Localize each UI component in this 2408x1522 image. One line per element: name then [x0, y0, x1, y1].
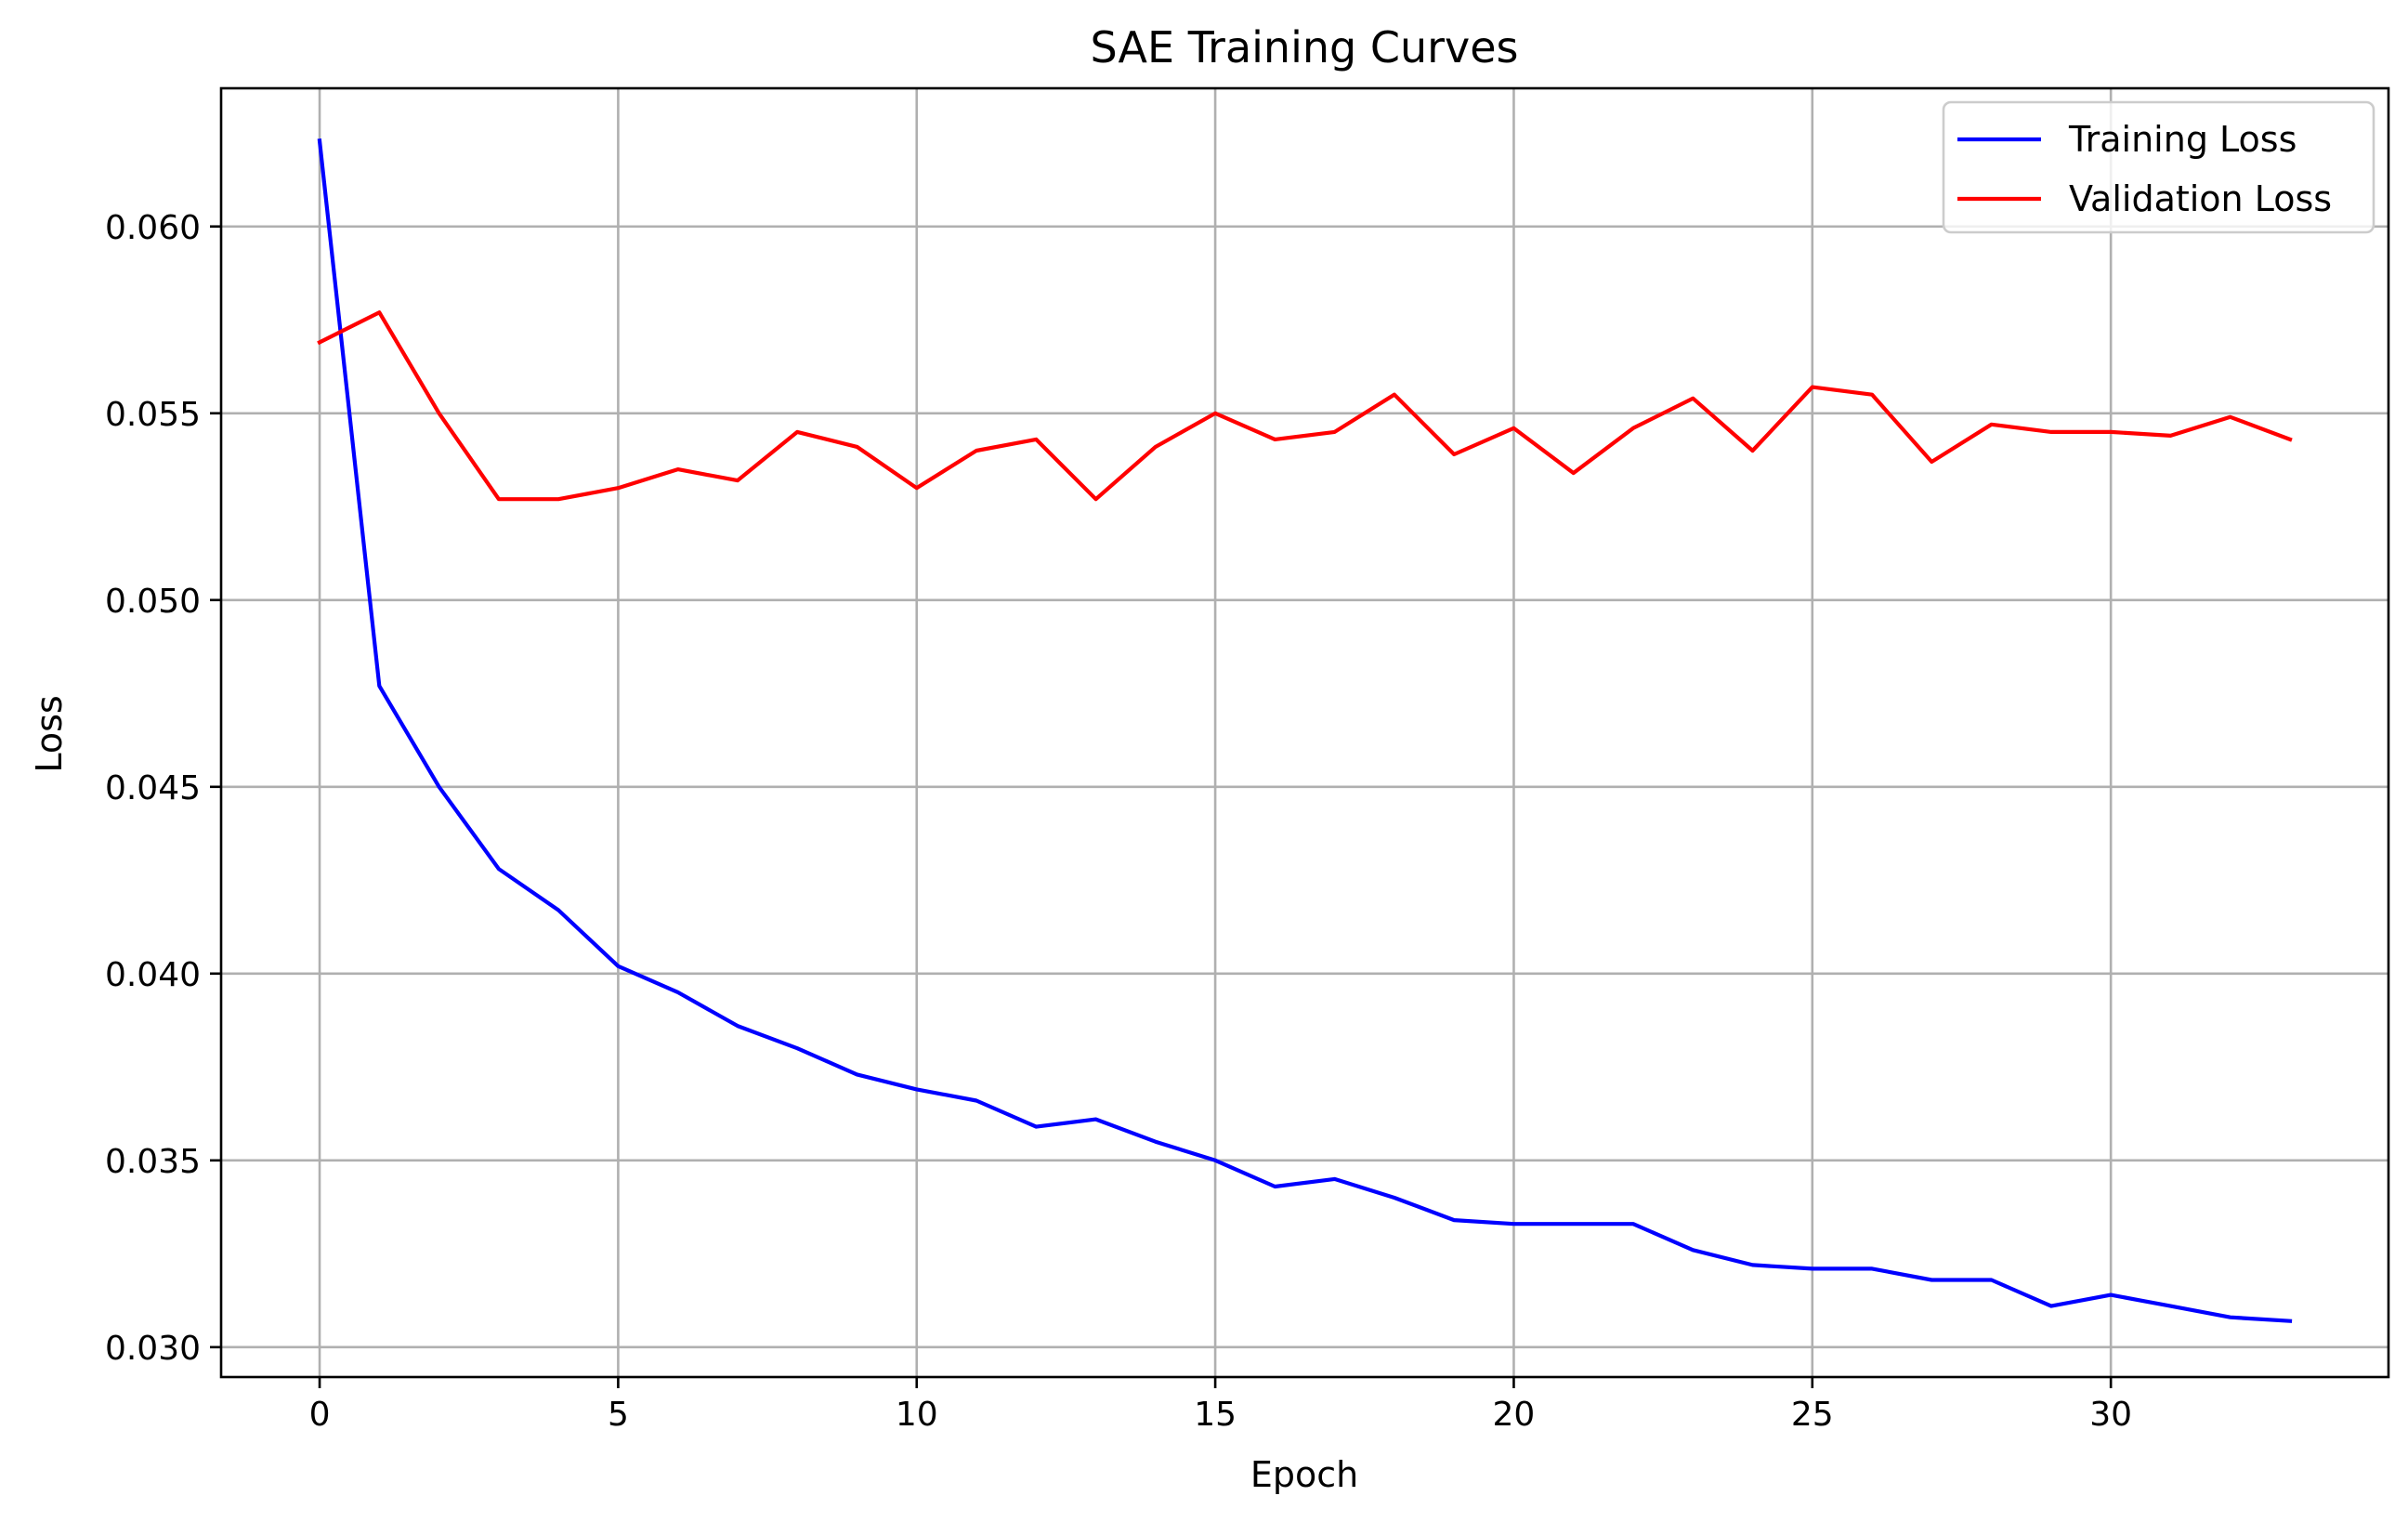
training-loss-legend-label: Training Loss	[2068, 119, 2297, 160]
x-tick-label: 5	[608, 1396, 629, 1434]
y-tick-label: 0.050	[105, 583, 201, 621]
x-tick-label: 20	[1493, 1396, 1536, 1434]
x-tick-label: 25	[1791, 1396, 1834, 1434]
series-lines	[317, 138, 2293, 1323]
y-tick-label: 0.035	[105, 1143, 201, 1181]
x-tick-label: 30	[2089, 1396, 2132, 1434]
chart-title: SAE Training Curves	[1090, 22, 1518, 72]
y-tick-label: 0.040	[105, 956, 201, 994]
x-tick-label: 15	[1194, 1396, 1237, 1434]
y-tick-label: 0.060	[105, 209, 201, 247]
x-axis-label: Epoch	[1250, 1454, 1358, 1495]
legend: Training Loss Validation Loss	[1942, 100, 2375, 234]
y-axis-label: Loss	[29, 695, 70, 772]
plot-frame	[219, 86, 2390, 1379]
training-loss-line	[317, 138, 2293, 1323]
validation-loss-line	[317, 310, 2293, 502]
y-tick-label: 0.030	[105, 1330, 201, 1368]
y-tick-label: 0.045	[105, 769, 201, 807]
axis-ticks: 0 5 10 15 20 25 30 0.030 0.035 0.040 0.045 0.050 0.0…	[105, 209, 2132, 1434]
x-tick-label: 10	[896, 1396, 938, 1434]
legend-box	[1942, 100, 2375, 234]
validation-loss-legend-label: Validation Loss	[2069, 178, 2332, 219]
y-tick-label: 0.055	[105, 396, 201, 434]
x-tick-label: 0	[309, 1396, 331, 1434]
